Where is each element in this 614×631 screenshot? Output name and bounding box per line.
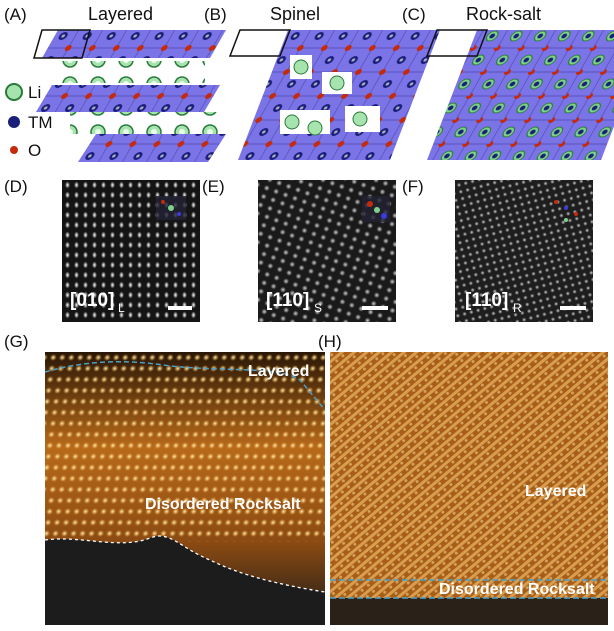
layered-structure (33, 29, 226, 162)
panel-label: (E) (202, 177, 225, 196)
region-label: Layered (525, 483, 586, 500)
zone-axis: [010] (70, 290, 114, 311)
panel-label: (G) (4, 332, 29, 351)
panel-label: (C) (402, 5, 426, 24)
panel-label: (D) (4, 177, 28, 196)
panel-label: (B) (204, 5, 227, 24)
zone-subscript: L (118, 301, 125, 315)
stem-image-d: [010] L (62, 180, 200, 322)
panel-label: (A) (4, 5, 27, 24)
legend: Li TM O (5, 83, 53, 160)
region-label: Layered (248, 363, 309, 380)
panel-title: Rock-salt (466, 4, 541, 24)
zone-subscript: S (314, 301, 322, 315)
haadf-image-g: Layered Disordered Rocksalt (44, 352, 326, 625)
tm-icon (8, 116, 20, 128)
region-label: Disordered Rocksalt (145, 496, 301, 513)
o-icon (10, 146, 18, 154)
zone-axis: [110] (266, 290, 309, 311)
panel-label: (H) (318, 332, 342, 351)
stem-image-f: [110] R (455, 180, 593, 322)
panel-title: Spinel (270, 4, 320, 24)
haadf-image-h: Layered Disordered Rocksalt (330, 352, 608, 625)
legend-label: O (28, 141, 41, 160)
stem-image-e: [110] S (258, 180, 396, 322)
legend-label: TM (28, 113, 53, 132)
zone-axis: [110] (465, 290, 508, 311)
rocksalt-structure (425, 29, 614, 160)
region-label: Disordered Rocksalt (439, 581, 595, 598)
panel-label: (F) (402, 177, 424, 196)
zone-subscript: R (513, 301, 522, 315)
spinel-structure (228, 29, 440, 160)
li-icon (5, 83, 23, 101)
panel-title: Layered (88, 4, 153, 24)
legend-label: Li (28, 83, 41, 102)
